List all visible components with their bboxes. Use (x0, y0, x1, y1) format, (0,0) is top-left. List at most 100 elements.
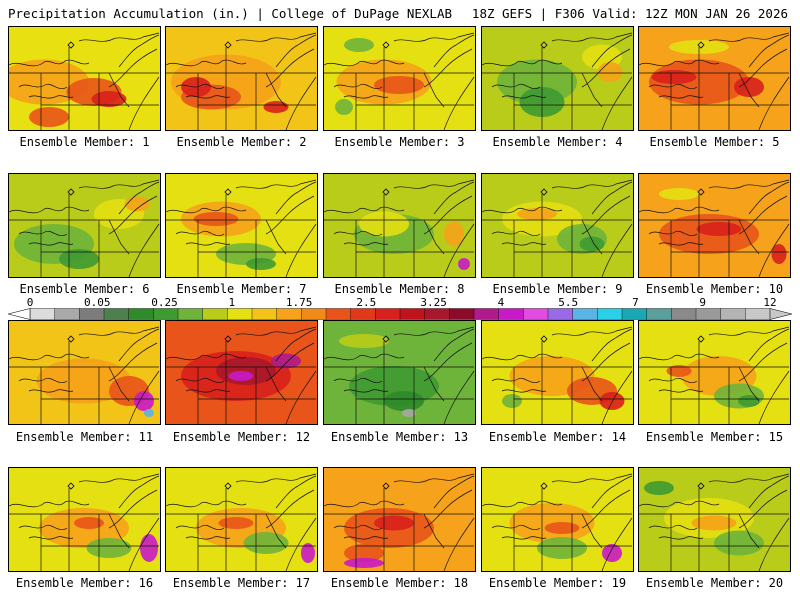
map-boundary (658, 536, 704, 540)
colorbar-swatch (646, 308, 672, 320)
map-boundary (118, 181, 160, 215)
member-caption: Ensemble Member: 18 (330, 576, 469, 590)
map-boundary (28, 536, 74, 540)
precip-contour (134, 391, 154, 411)
map-boundary (648, 377, 698, 384)
map-boundary (748, 328, 790, 362)
precip-contour (696, 222, 742, 236)
map-boundary (166, 353, 247, 361)
map-boundary (265, 219, 287, 255)
map-boundary (175, 230, 225, 237)
map-boundary (551, 326, 633, 336)
map-boundary (748, 181, 790, 215)
map-boundary (265, 72, 287, 108)
map-boundary (423, 342, 473, 382)
precip-contour (344, 544, 384, 562)
map-boundary (324, 59, 405, 67)
colorbar-swatch (547, 308, 574, 320)
map-boundary (275, 181, 317, 215)
map-boundary (78, 473, 160, 483)
precip-map (639, 174, 790, 277)
precip-contour (444, 221, 464, 247)
map-boundary (581, 342, 631, 382)
colorbar-tick-label: 5.5 (558, 296, 579, 309)
ensemble-map-6 (8, 173, 161, 278)
map-boundary (128, 223, 160, 277)
ensemble-map-5 (638, 26, 791, 131)
map-boundary (708, 326, 790, 336)
map-boundary (235, 326, 317, 336)
precip-contour (502, 394, 522, 408)
map-boundary (108, 195, 158, 235)
map-boundary (738, 366, 760, 402)
colorbar-swatch (177, 308, 204, 320)
precip-contour (544, 522, 580, 534)
member-caption: Ensemble Member: 6 (19, 282, 150, 296)
member-caption: Ensemble Member: 1 (19, 135, 150, 149)
map-boundary (482, 206, 563, 214)
map-boundary (758, 517, 790, 571)
map-boundary (108, 72, 130, 108)
map-boundary (324, 500, 405, 508)
map-boundary (581, 219, 603, 255)
map-boundary (333, 524, 383, 531)
ensemble-map-9 (481, 173, 634, 278)
map-boundary (758, 76, 790, 130)
precip-contour (140, 534, 158, 562)
map-boundary (18, 524, 68, 531)
map-boundary (423, 366, 445, 402)
map-boundary (639, 353, 720, 361)
precip-contour (228, 371, 254, 381)
map-boundary (601, 517, 633, 571)
colorbar-labels: 0 0.05 0.25 1 1.75 2.5 3.25 4 5.5 7 9 12 (0, 296, 800, 310)
precip-contour (597, 62, 623, 82)
station-marker-icon (67, 335, 75, 343)
map-boundary (28, 242, 74, 246)
map-boundary (482, 59, 563, 67)
map-boundary (738, 195, 788, 235)
map-boundary (648, 230, 698, 237)
map-boundary (443, 223, 475, 277)
station-marker-icon (697, 41, 705, 49)
station-marker-icon (382, 335, 390, 343)
map-boundary (324, 353, 405, 361)
map-boundary (758, 223, 790, 277)
precip-contour (144, 409, 154, 417)
precip-contour (36, 358, 132, 404)
map-boundary (235, 32, 317, 42)
colorbar-tick-label: 0.25 (151, 296, 178, 309)
colorbar-swatch (276, 308, 302, 320)
map-boundary (601, 223, 633, 277)
map-boundary (28, 389, 74, 393)
map-boundary (601, 370, 633, 424)
ensemble-map-14 (481, 320, 634, 425)
precip-contour (651, 70, 697, 84)
map-boundary (265, 513, 287, 549)
precip-contour (271, 353, 301, 369)
map-boundary (18, 83, 68, 90)
map-boundary (285, 223, 317, 277)
station-marker-icon (67, 41, 75, 49)
colorbar-swatch (695, 308, 722, 320)
precip-contour (402, 409, 416, 417)
precip-contour (374, 515, 414, 531)
map-boundary (738, 342, 788, 382)
member-caption: Ensemble Member: 12 (172, 430, 311, 444)
map-boundary (482, 500, 563, 508)
precip-contour (509, 503, 595, 543)
map-boundary (648, 83, 698, 90)
precip-contour (246, 258, 276, 270)
precip-map (9, 468, 160, 571)
precip-contour (301, 543, 315, 563)
map-boundary (78, 179, 160, 189)
map-boundary (433, 34, 475, 68)
map-boundary (738, 489, 788, 529)
colorbar-tick-label: 1.75 (285, 296, 313, 309)
colorbar-swatch (375, 308, 401, 320)
precip-contour (384, 391, 424, 411)
colorbar-swatch (399, 308, 426, 320)
member-caption: Ensemble Member: 20 (645, 576, 784, 590)
map-boundary (433, 328, 475, 362)
map-boundary (591, 181, 633, 215)
map-boundary (581, 195, 631, 235)
